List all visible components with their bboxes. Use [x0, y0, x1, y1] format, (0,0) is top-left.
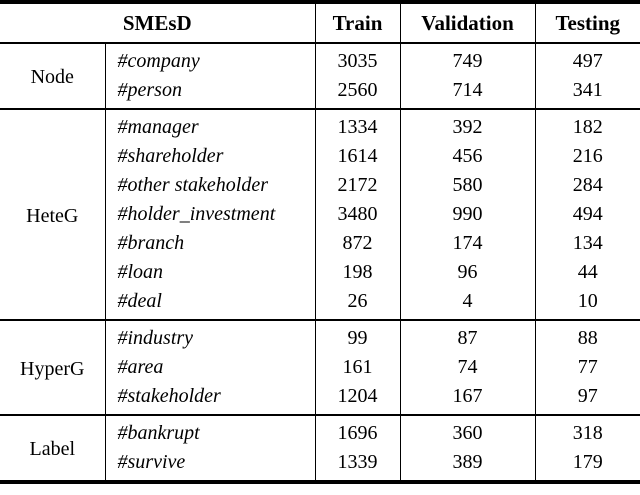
validation-value: 749 — [399, 43, 536, 76]
testing-value: 182 — [534, 109, 640, 142]
validation-value: 990 — [399, 200, 536, 229]
validation-value: 167 — [399, 382, 536, 415]
validation-value: 87 — [399, 320, 536, 353]
validation-value: 389 — [399, 448, 536, 482]
metric-label: #manager — [104, 109, 316, 142]
metric-label: #person — [104, 76, 316, 109]
testing-value: 44 — [534, 258, 640, 287]
metric-label: #branch — [104, 229, 316, 258]
testing-value: 10 — [534, 287, 640, 320]
section-heteg: HeteG #manager 1334 392 182 #shareholder… — [0, 109, 640, 320]
train-value: 161 — [314, 353, 401, 382]
testing-value: 88 — [534, 320, 640, 353]
table-row: #area 161 74 77 — [0, 353, 640, 382]
metric-label: #industry — [104, 320, 316, 353]
validation-value: 456 — [399, 142, 536, 171]
table-row: #other stakeholder 2172 580 284 — [0, 171, 640, 200]
validation-value: 392 — [399, 109, 536, 142]
train-value: 26 — [314, 287, 401, 320]
group-label-node: Node — [30, 66, 74, 88]
metric-label: #loan — [104, 258, 316, 287]
validation-value: 360 — [399, 415, 536, 448]
metric-label: #bankrupt — [104, 415, 316, 448]
testing-column-header: Testing — [534, 2, 640, 43]
train-value: 2172 — [314, 171, 401, 200]
table-row: #person 2560 714 341 — [0, 76, 640, 109]
group-label-label: Label — [29, 438, 76, 460]
table-row: Label #bankrupt 1696 360 318 — [0, 415, 640, 460]
train-value: 1614 — [314, 142, 401, 171]
validation-value: 714 — [399, 76, 536, 109]
train-value: 1204 — [314, 382, 401, 415]
testing-value: 494 — [534, 200, 640, 229]
train-value: 99 — [314, 320, 401, 353]
testing-value: 216 — [534, 142, 640, 171]
table-row: HyperG #industry 99 87 88 — [0, 320, 640, 380]
testing-value: 97 — [534, 382, 640, 415]
testing-value: 134 — [534, 229, 640, 258]
dataset-statistics-table: SMEsD Train Validation Testing Node #com… — [0, 0, 640, 484]
metric-label: #company — [104, 43, 316, 76]
train-value: 1334 — [314, 109, 401, 142]
validation-value: 174 — [399, 229, 536, 258]
testing-value: 77 — [534, 353, 640, 382]
table-row: #deal 26 4 10 — [0, 287, 640, 320]
metric-label: #shareholder — [104, 142, 316, 171]
metric-label: #holder_investment — [104, 200, 316, 229]
testing-value: 179 — [534, 448, 640, 482]
section-label: Label #bankrupt 1696 360 318 #survive 13… — [0, 415, 640, 482]
section-hyperg: HyperG #industry 99 87 88 #area 161 74 7… — [0, 320, 640, 415]
table-row: #survive 1339 389 179 — [0, 448, 640, 482]
validation-column-header: Validation — [399, 2, 536, 43]
testing-value: 341 — [534, 76, 640, 109]
metric-label: #deal — [104, 287, 316, 320]
table-row: #loan 198 96 44 — [0, 258, 640, 287]
table-row: #shareholder 1614 456 216 — [0, 142, 640, 171]
section-node: Node #company 3035 749 497 #person 2560 … — [0, 43, 640, 109]
train-value: 872 — [314, 229, 401, 258]
train-column-header: Train — [314, 2, 401, 43]
table-row: Node #company 3035 749 497 — [0, 43, 640, 88]
table-row: HeteG #manager 1334 392 182 — [0, 109, 640, 227]
testing-value: 284 — [534, 171, 640, 200]
train-value: 3480 — [314, 200, 401, 229]
testing-value: 318 — [534, 415, 640, 448]
train-value: 2560 — [314, 76, 401, 109]
train-value: 1339 — [314, 448, 401, 482]
group-label-heteg: HeteG — [26, 204, 79, 227]
train-value: 3035 — [314, 43, 401, 76]
table-row: #stakeholder 1204 167 97 — [0, 382, 640, 415]
testing-value: 497 — [534, 43, 640, 76]
validation-value: 580 — [399, 171, 536, 200]
table-row: #branch 872 174 134 — [0, 229, 640, 258]
metric-label: #stakeholder — [104, 382, 316, 415]
header-row: SMEsD Train Validation Testing — [0, 2, 640, 43]
validation-value: 96 — [399, 258, 536, 287]
train-value: 198 — [314, 258, 401, 287]
metric-label: #survive — [104, 448, 316, 482]
group-label-hyperg: HyperG — [20, 357, 85, 380]
validation-value: 4 — [399, 287, 536, 320]
train-value: 1696 — [314, 415, 401, 448]
validation-value: 74 — [399, 353, 536, 382]
metric-label: #other stakeholder — [104, 171, 316, 200]
dataset-name-header: SMEsD — [122, 10, 192, 35]
table-row: #holder_investment 3480 990 494 — [0, 200, 640, 229]
metric-label: #area — [104, 353, 316, 382]
table-header: SMEsD Train Validation Testing — [0, 2, 640, 43]
